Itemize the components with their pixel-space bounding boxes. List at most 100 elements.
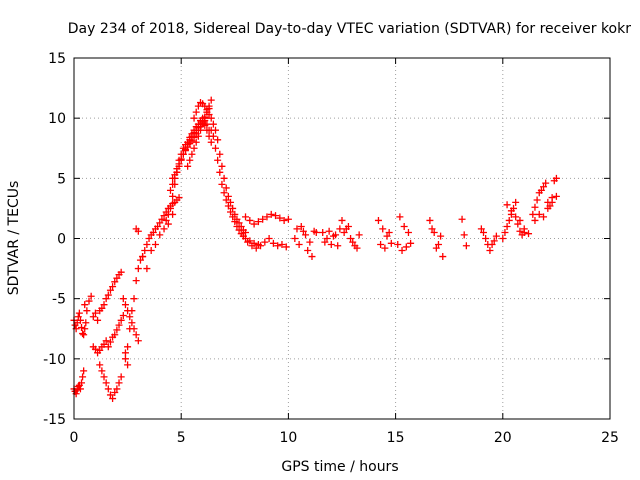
data-point (499, 235, 507, 242)
data-point (143, 265, 151, 273)
data-point (124, 361, 132, 369)
data-point (128, 319, 136, 327)
data-point (323, 235, 331, 242)
data-point (121, 355, 129, 363)
data-point (205, 111, 213, 119)
data-point (381, 244, 389, 252)
grid (74, 58, 610, 419)
data-point (387, 239, 395, 247)
data-point (89, 313, 97, 321)
data-points (70, 96, 560, 403)
data-point (514, 220, 522, 228)
data-point (169, 174, 177, 182)
data-point (512, 213, 520, 221)
data-point (462, 242, 470, 250)
data-point (74, 313, 82, 321)
y-tick-label: 0 (57, 232, 66, 248)
data-point (246, 216, 254, 224)
data-point (437, 232, 445, 240)
data-point (104, 385, 112, 393)
data-point (207, 114, 215, 122)
data-point (166, 204, 174, 212)
data-point (214, 156, 222, 164)
data-point (220, 174, 228, 182)
data-point (184, 162, 192, 170)
data-point (126, 325, 134, 333)
plot-frame (73, 57, 611, 420)
data-point (209, 132, 217, 140)
data-point (188, 150, 196, 158)
data-point (209, 120, 217, 128)
data-point (134, 337, 142, 345)
data-point (171, 171, 179, 179)
y-tick-label: -10 (43, 352, 66, 368)
data-point (177, 155, 185, 163)
data-point (100, 373, 108, 381)
data-point (192, 138, 200, 146)
x-tick-label: 20 (494, 430, 512, 446)
data-point (261, 238, 269, 246)
data-point (162, 216, 170, 224)
data-point (190, 144, 198, 152)
data-point (233, 222, 241, 230)
data-point (218, 180, 226, 188)
data-point (143, 241, 151, 249)
data-point (482, 235, 490, 242)
data-point (96, 346, 104, 354)
data-point (216, 150, 224, 158)
data-point (128, 307, 136, 315)
data-point (227, 208, 235, 216)
data-point (282, 243, 290, 251)
data-point (505, 216, 513, 224)
data-point (145, 235, 153, 242)
data-point (136, 256, 144, 264)
data-point (400, 222, 408, 230)
data-point (492, 232, 500, 240)
data-point (252, 244, 260, 252)
y-axis-label: SDTVAR / TECUs (6, 181, 22, 296)
data-point (169, 180, 177, 188)
x-tick-label: 10 (279, 430, 297, 446)
data-point (229, 213, 237, 221)
data-point (379, 225, 387, 233)
data-point (184, 143, 192, 151)
data-point (147, 247, 155, 255)
data-point (132, 277, 140, 285)
data-point (113, 274, 121, 282)
data-point (111, 278, 119, 286)
data-point (503, 222, 511, 230)
data-point (501, 228, 509, 236)
data-point (235, 226, 243, 234)
data-point (460, 231, 468, 239)
data-point (130, 295, 138, 303)
data-point (139, 253, 147, 261)
data-point (100, 301, 108, 309)
data-point (347, 235, 355, 242)
y-tick-label: 10 (48, 111, 66, 127)
data-point (78, 379, 86, 387)
data-point (531, 203, 539, 211)
data-point (106, 338, 114, 346)
data-point (121, 349, 129, 357)
data-point (73, 386, 81, 394)
data-point (102, 379, 110, 387)
data-point (212, 144, 220, 152)
data-point (192, 108, 200, 116)
data-point (325, 227, 333, 235)
data-point (542, 179, 550, 187)
data-point (80, 367, 88, 375)
data-point (306, 238, 314, 246)
data-point (169, 192, 177, 200)
data-point (525, 230, 533, 238)
data-point (214, 136, 222, 144)
data-point (220, 189, 228, 197)
data-point (121, 301, 129, 309)
data-point (477, 225, 485, 233)
data-point (340, 228, 348, 236)
data-point (104, 343, 112, 351)
data-point (194, 132, 202, 140)
data-point (329, 232, 337, 240)
data-point (239, 232, 247, 240)
data-point (102, 337, 110, 345)
data-point (119, 312, 127, 320)
